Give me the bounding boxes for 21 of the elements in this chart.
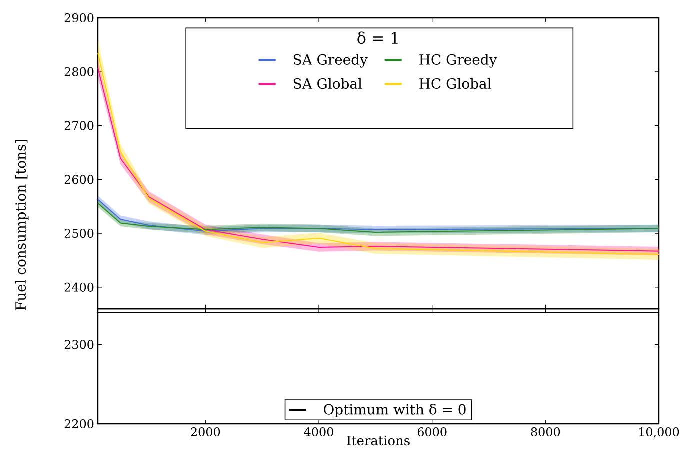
y-tick-label: 2300	[64, 340, 94, 350]
x-tick-label: 8000	[531, 428, 560, 437]
y-axis-title: Fuel consumption [tons]	[15, 140, 29, 310]
y-tick-label: 2200	[64, 419, 94, 429]
legend-label: Optimum with δ = 0	[324, 404, 466, 418]
x-tick-label: 4000	[304, 428, 334, 437]
x-tick-label: 10,000	[640, 428, 680, 438]
y-tick-label: 2600	[64, 175, 94, 184]
y-tick-label: 2400	[64, 282, 94, 292]
x-tick-label: 6000	[418, 428, 447, 437]
legend-label: HC Greedy	[420, 54, 498, 68]
y-tick-label: 2900	[64, 13, 94, 23]
x-axis-title: Iterations	[347, 436, 410, 446]
y-tick-label: 2500	[64, 229, 94, 238]
legend-label: SA Greedy	[294, 54, 368, 68]
y-tick-label: 2700	[64, 121, 94, 130]
x-tick-label: 2000	[191, 428, 220, 437]
legend-label: HC Global	[420, 78, 492, 90]
legend-label: SA Global	[294, 78, 362, 90]
y-tick-label: 2800	[64, 67, 94, 76]
legend-title: δ = 1	[358, 32, 398, 44]
